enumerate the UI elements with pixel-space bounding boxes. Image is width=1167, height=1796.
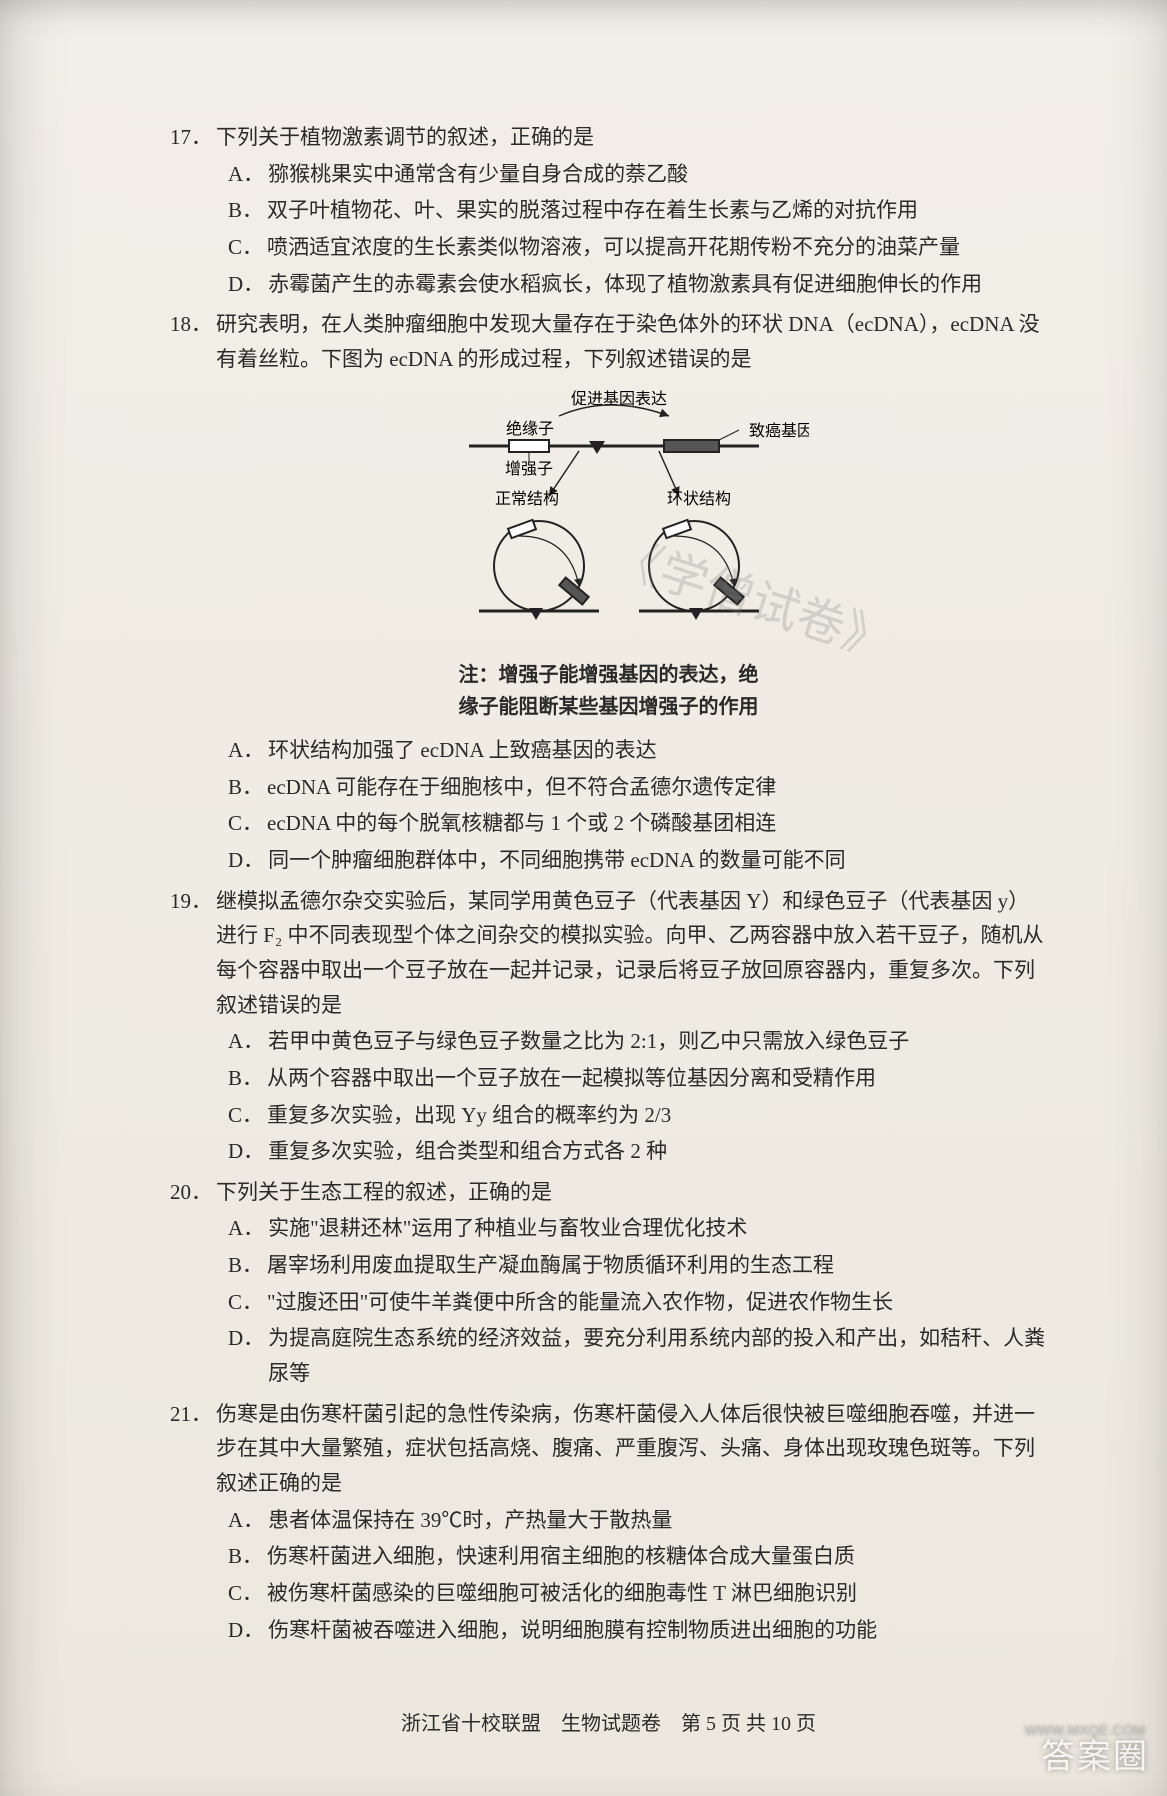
option-text: 患者体温保持在 39℃时，产热量大于散热量 bbox=[268, 1503, 1047, 1538]
option-label: D． bbox=[228, 1321, 264, 1390]
option-text: 被伤寒杆菌感染的巨噬细胞可被活化的细胞毒性 T 淋巴细胞识别 bbox=[267, 1576, 1047, 1611]
option-label: B． bbox=[228, 193, 263, 228]
option-label: D． bbox=[228, 1613, 264, 1648]
option-text: ecDNA 中的每个脱氧核糖都与 1 个或 2 个磷酸基团相连 bbox=[267, 806, 1047, 841]
question-19: 19． 继模拟孟德尔杂交实验后，某同学用黄色豆子（代表基因 Y）和绿色豆子（代表… bbox=[170, 884, 1047, 1169]
option-text: 重复多次实验，出现 Yy 组合的概率约为 2/3 bbox=[267, 1098, 1047, 1133]
corner-watermark: 答案圈 bbox=[1041, 1729, 1149, 1778]
option-text: 屠宰场利用废血提取生产凝血酶属于物质循环利用的生态工程 bbox=[267, 1248, 1047, 1283]
diagram-caption-2: 缘子能阻断某些基因增强子的作用 bbox=[170, 693, 1047, 721]
option-label: A． bbox=[228, 1024, 264, 1059]
label-oncogene: 致癌基因 bbox=[749, 422, 809, 440]
question-stem: 继模拟孟德尔杂交实验后，某同学用黄色豆子（代表基因 Y）和绿色豆子（代表基因 y… bbox=[216, 884, 1047, 1023]
option-label: C． bbox=[228, 1098, 263, 1133]
question-20: 20． 下列关于生态工程的叙述，正确的是 A．实施"退耕还林"运用了种植业与畜牧… bbox=[170, 1175, 1047, 1391]
ecdna-diagram: 促进基因表达 绝缘子 增强子 致癌基因 正常结构 环状结构 bbox=[170, 386, 1047, 721]
option-label: B． bbox=[228, 770, 263, 805]
option-text: 若甲中黄色豆子与绿色豆子数量之比为 2:1，则乙中只需放入绿色豆子 bbox=[268, 1024, 1047, 1059]
options-list: A．实施"退耕还林"运用了种植业与畜牧业合理优化技术 B．屠宰场利用废血提取生产… bbox=[170, 1211, 1047, 1390]
option-text: ecDNA 可能存在于细胞核中，但不符合孟德尔遗传定律 bbox=[267, 770, 1047, 805]
option-text: 重复多次实验，组合类型和组合方式各 2 种 bbox=[268, 1134, 1047, 1169]
option-text: 伤寒杆菌进入细胞，快速利用宿主细胞的核糖体合成大量蛋白质 bbox=[267, 1539, 1047, 1574]
question-number: 21． bbox=[170, 1397, 212, 1501]
question-17: 17． 下列关于植物激素调节的叙述，正确的是 A．猕猴桃果实中通常含有少量自身合… bbox=[170, 120, 1047, 301]
option-label: B． bbox=[228, 1539, 263, 1574]
question-18: 18． 研究表明，在人类肿瘤细胞中发现大量存在于染色体外的环状 DNA（ecDN… bbox=[170, 307, 1047, 877]
page-footer: 浙江省十校联盟 生物试题卷 第 5 页 共 10 页 bbox=[170, 1707, 1047, 1736]
option-label: A． bbox=[228, 733, 264, 768]
question-number: 18． bbox=[170, 307, 212, 376]
option-text: 喷洒适宜浓度的生长素类似物溶液，可以提高开花期传粉不充分的油菜产量 bbox=[267, 230, 1047, 265]
question-stem: 下列关于植物激素调节的叙述，正确的是 bbox=[216, 120, 1047, 155]
options-list: A．若甲中黄色豆子与绿色豆子数量之比为 2:1，则乙中只需放入绿色豆子 B．从两… bbox=[170, 1024, 1047, 1169]
option-label: A． bbox=[228, 1211, 264, 1246]
label-insulator: 绝缘子 bbox=[505, 420, 553, 438]
option-label: D． bbox=[228, 843, 264, 878]
options-list: A．患者体温保持在 39℃时，产热量大于散热量 B．伤寒杆菌进入细胞，快速利用宿… bbox=[170, 1503, 1047, 1648]
option-label: C． bbox=[228, 1285, 263, 1320]
option-label: C． bbox=[228, 1576, 263, 1611]
option-label: C． bbox=[228, 806, 263, 841]
option-text: 环状结构加强了 ecDNA 上致癌基因的表达 bbox=[268, 733, 1047, 768]
option-text: 赤霉菌产生的赤霉素会使水稻疯长，体现了植物激素具有促进细胞伸长的作用 bbox=[268, 267, 1047, 302]
question-number: 20． bbox=[170, 1175, 212, 1210]
question-21: 21． 伤寒是由伤寒杆菌引起的急性传染病，伤寒杆菌侵入人体后很快被巨噬细胞吞噬，… bbox=[170, 1397, 1047, 1647]
question-stem: 下列关于生态工程的叙述，正确的是 bbox=[216, 1175, 1047, 1210]
option-text: 伤寒杆菌被吞噬进入细胞，说明细胞膜有控制物质进出细胞的功能 bbox=[268, 1613, 1047, 1648]
option-text: "过腹还田"可使牛羊粪便中所含的能量流入农作物，促进农作物生长 bbox=[267, 1285, 1047, 1320]
diagram-svg: 促进基因表达 绝缘子 增强子 致癌基因 正常结构 环状结构 bbox=[409, 386, 809, 646]
exam-page: 《学僧试卷》 17． 下列关于植物激素调节的叙述，正确的是 A．猕猴桃果实中通常… bbox=[0, 0, 1167, 1796]
label-enhancer: 增强子 bbox=[504, 460, 552, 478]
question-stem: 研究表明，在人类肿瘤细胞中发现大量存在于染色体外的环状 DNA（ecDNA），e… bbox=[216, 307, 1047, 376]
option-label: A． bbox=[228, 1503, 264, 1538]
option-text: 双子叶植物花、叶、果实的脱落过程中存在着生长素与乙烯的对抗作用 bbox=[267, 193, 1047, 228]
label-ring: 环状结构 bbox=[666, 490, 730, 508]
question-number: 19． bbox=[170, 884, 212, 1023]
option-label: A． bbox=[228, 157, 264, 192]
option-text: 猕猴桃果实中通常含有少量自身合成的萘乙酸 bbox=[268, 157, 1047, 192]
option-label: C． bbox=[228, 230, 263, 265]
diagram-caption-1: 注：增强子能增强基因的表达，绝 bbox=[170, 661, 1047, 689]
option-text: 实施"退耕还林"运用了种植业与畜牧业合理优化技术 bbox=[268, 1211, 1047, 1246]
question-stem: 伤寒是由伤寒杆菌引起的急性传染病，伤寒杆菌侵入人体后很快被巨噬细胞吞噬，并进一步… bbox=[216, 1397, 1047, 1501]
option-text: 从两个容器中取出一个豆子放在一起模拟等位基因分离和受精作用 bbox=[267, 1061, 1047, 1096]
option-label: D． bbox=[228, 1134, 264, 1169]
options-list: A．环状结构加强了 ecDNA 上致癌基因的表达 B．ecDNA 可能存在于细胞… bbox=[170, 733, 1047, 878]
question-number: 17． bbox=[170, 120, 212, 155]
label-normal: 正常结构 bbox=[494, 490, 558, 508]
option-label: D． bbox=[228, 267, 264, 302]
option-text: 为提高庭院生态系统的经济效益，要充分利用系统内部的投入和产出，如秸秆、人粪尿等 bbox=[268, 1321, 1047, 1390]
options-list: A．猕猴桃果实中通常含有少量自身合成的萘乙酸 B．双子叶植物花、叶、果实的脱落过… bbox=[170, 157, 1047, 302]
option-text: 同一个肿瘤细胞群体中，不同细胞携带 ecDNA 的数量可能不同 bbox=[268, 843, 1047, 878]
option-label: B． bbox=[228, 1248, 263, 1283]
option-label: B． bbox=[228, 1061, 263, 1096]
